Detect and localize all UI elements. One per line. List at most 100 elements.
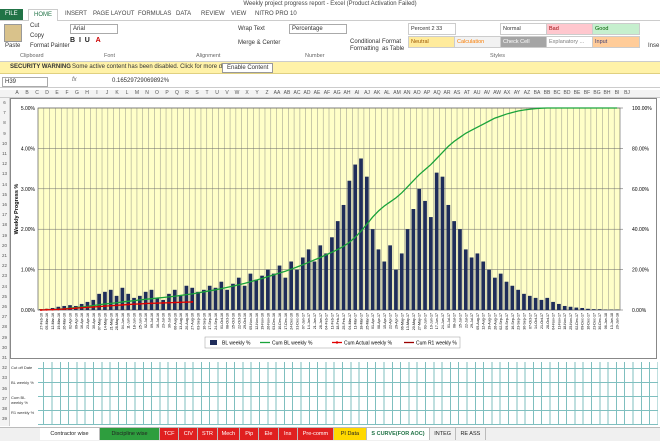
wrap-text[interactable]: Wrap Text <box>238 26 265 32</box>
x-tick-label: 11-Jun-16 <box>127 313 131 329</box>
column-header: Z <box>262 90 272 97</box>
style-cell[interactable]: Calculation <box>454 36 502 48</box>
cut[interactable]: Cut <box>30 23 39 29</box>
sheet-tab[interactable]: Pre-comm <box>298 428 334 440</box>
style-cell[interactable]: Percent 2 33 <box>408 23 456 35</box>
row-header: 27 <box>0 312 9 322</box>
sheet-tab[interactable]: Ele <box>259 428 278 440</box>
row-header: 17 <box>0 210 9 220</box>
x-tick-label: 11-Feb-17 <box>330 313 334 329</box>
sheet-tab[interactable]: Discipline wise <box>100 428 160 440</box>
x-tick-label: 02-Apr-16 <box>69 313 73 329</box>
bar <box>470 257 474 310</box>
legend-label: Cum BL weekly % <box>272 341 313 347</box>
style-cell[interactable]: Input <box>592 36 640 48</box>
column-header: H <box>82 90 92 97</box>
sheet-tab[interactable]: TCF <box>160 428 179 440</box>
font-name[interactable]: Arial <box>70 24 118 34</box>
x-tick-label: 07-May-16 <box>98 313 102 330</box>
x-tick-label: 19-Nov-16 <box>261 313 265 330</box>
marker <box>127 304 129 306</box>
ribbon-tab[interactable]: REVIEW <box>196 9 230 20</box>
x-tick-label: 12-Nov-16 <box>255 313 259 330</box>
y2-tick-label: 20.00% <box>632 268 650 274</box>
table-label: R1 weekly % <box>11 410 37 415</box>
sheet-tab[interactable]: Mech <box>218 428 241 440</box>
sheet-tab[interactable]: RE ASS <box>456 428 485 440</box>
column-header: AT <box>462 90 472 97</box>
column-header: AX <box>502 90 512 97</box>
marker <box>69 308 71 310</box>
x-tick-label: 13-Jan-18 <box>610 313 614 329</box>
y2-tick-label: 0.00% <box>632 308 647 314</box>
insert[interactable]: Inse <box>648 43 659 49</box>
enable-content[interactable]: Enable Content <box>222 63 273 73</box>
row-header: 19 <box>0 231 9 241</box>
sheet-tab[interactable]: S CURVE(FOR AOC) <box>367 428 430 440</box>
x-tick-label: 04-Nov-17 <box>552 313 556 330</box>
font-buttons[interactable]: B I U A <box>70 37 101 44</box>
sheet-tab[interactable]: Ins <box>279 428 298 440</box>
x-tick-label: 13-May-17 <box>406 313 410 330</box>
merge-center[interactable]: Merge & Center <box>238 40 280 46</box>
column-header: AN <box>402 90 412 97</box>
row-header: 37 <box>0 394 9 404</box>
sheet-tab[interactable]: INTEG <box>430 428 456 440</box>
security-message: Some active content has been disabled. C… <box>72 64 238 70</box>
sheet-tab[interactable]: CIV <box>179 428 198 440</box>
bar <box>551 302 555 310</box>
bar <box>283 278 287 310</box>
x-tick-label: 09-Jul-16 <box>150 313 154 328</box>
ribbon-tab[interactable]: PAGE LAYOUT <box>88 9 139 20</box>
marker <box>191 301 193 303</box>
x-tick-label: 23-Dec-17 <box>592 313 596 330</box>
row-header: 33 <box>0 373 9 383</box>
format-as-table[interactable]: Format as Table <box>382 39 406 53</box>
bar <box>185 286 189 310</box>
number-format[interactable]: Percentage <box>289 24 347 34</box>
x-tick-label: 04-Feb-17 <box>325 313 329 330</box>
column-header: G <box>72 90 82 97</box>
paste[interactable]: Paste <box>5 43 20 49</box>
row-header: 8 <box>0 118 9 128</box>
style-cell[interactable]: Good <box>592 23 640 35</box>
sheet-tab[interactable]: Pip <box>240 428 259 440</box>
sheet-tab[interactable]: STR <box>198 428 217 440</box>
column-header: AK <box>372 90 382 97</box>
x-tick-label: 03-Dec-16 <box>272 313 276 330</box>
ribbon-tab[interactable]: DATA <box>171 9 196 20</box>
column-header: AU <box>472 90 482 97</box>
sheet-tab[interactable]: Contractor wise <box>40 428 100 440</box>
row-header: 28 <box>0 322 9 332</box>
ribbon-tab[interactable]: FORMULAS <box>133 9 176 20</box>
bar <box>202 290 206 310</box>
style-cell[interactable]: Explanatory ... <box>546 36 594 48</box>
x-tick-label: 14-May-16 <box>103 313 107 330</box>
format-painter[interactable]: Format Painter <box>30 43 70 49</box>
bar <box>324 253 328 310</box>
ribbon-tab[interactable]: VIEW <box>226 9 251 20</box>
style-cell[interactable]: Neutral <box>408 36 456 48</box>
ribbon-tab[interactable]: FILE <box>0 9 23 20</box>
x-tick-label: 28-Jan-17 <box>319 313 323 329</box>
conditional-formatting[interactable]: Conditional Formatting <box>350 39 380 53</box>
x-tick-label: 15-Oct-16 <box>231 313 235 329</box>
copy[interactable]: Copy <box>30 33 44 39</box>
window-title: Weekly project progress report - Excel (… <box>0 1 660 7</box>
formula[interactable]: 0.16529729069892% <box>112 78 169 84</box>
bar <box>540 300 544 310</box>
style-cell[interactable]: Check Cell <box>500 36 548 48</box>
name-box[interactable]: H39 <box>2 77 48 87</box>
ribbon: Paste Cut Copy Format Painter Clipboard … <box>0 21 660 62</box>
bar <box>219 282 223 310</box>
row-header: 10 <box>0 139 9 149</box>
style-cell[interactable]: Normal <box>500 23 548 35</box>
sheet-tab[interactable]: PI Data <box>334 428 367 440</box>
ribbon-tab[interactable]: HOME <box>28 9 58 21</box>
paste-icon[interactable] <box>4 24 22 42</box>
style-cell[interactable]: Bad <box>546 23 594 35</box>
column-header: BA <box>532 90 542 97</box>
ribbon-tab[interactable]: NITRO PRO 10 <box>250 9 302 20</box>
